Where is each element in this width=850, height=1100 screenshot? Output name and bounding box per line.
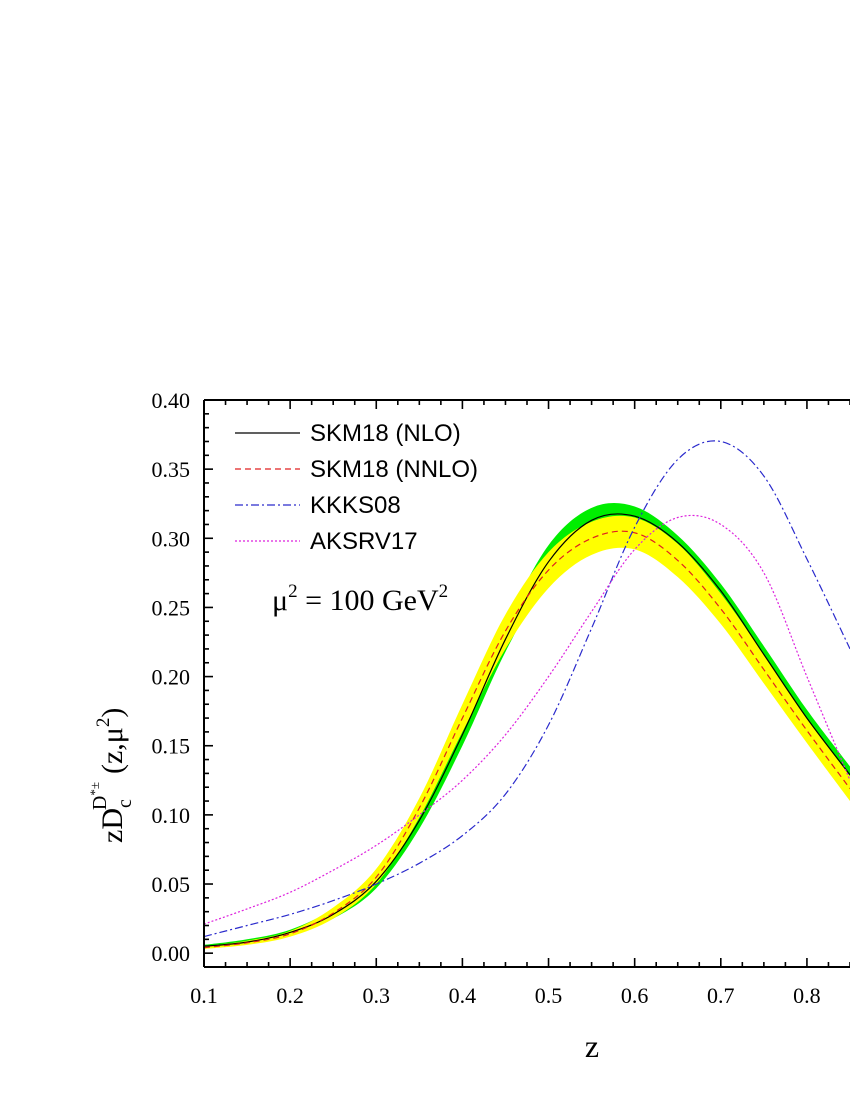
annotation-rest: = 100 GeV <box>298 584 439 617</box>
y-tick-label: 0.25 <box>152 595 191 620</box>
ylabel-sup-main: D <box>89 796 111 810</box>
ylabel-args-sup: 2 <box>93 718 114 728</box>
series-line-aksrv17 <box>204 514 850 925</box>
annotation-mu: μ <box>272 584 288 617</box>
x-tick-label: 0.4 <box>449 983 477 1008</box>
x-tick-label: 0.1 <box>190 983 218 1008</box>
uncertainty-bands <box>204 503 850 949</box>
ylabel-sup-star: *± <box>87 782 102 796</box>
ylabel-args-end: ) <box>96 708 129 718</box>
series-lines <box>204 440 850 949</box>
ylabel-prefix: zD <box>96 808 129 843</box>
series-line-skm18-nlo <box>204 513 850 947</box>
band-skm18-nlo-uncertainty <box>204 503 850 948</box>
y-axis-label: zDcD*± (z,μ2) <box>87 708 136 843</box>
legend: SKM18 (NLO) SKM18 (NNLO) KKKS08 AKSRV17 <box>235 420 478 555</box>
x-tick-label: 0.3 <box>363 983 391 1008</box>
y-tick-label: 0.40 <box>152 388 191 413</box>
legend-label-kkks08: KKKS08 <box>310 492 401 519</box>
x-axis-label: z <box>585 1028 599 1064</box>
ylabel-args: (z,μ <box>96 727 129 774</box>
y-tick-label: 0.30 <box>152 526 191 551</box>
x-tick-label: 0.8 <box>793 983 821 1008</box>
svg-text:zDcD*±(z,μ2): zDcD*± (z,μ2) <box>87 708 136 843</box>
x-tick-label: 0.6 <box>621 983 649 1008</box>
tick-labels: 0.1 0.2 0.3 0.4 0.5 0.6 0.7 0.8 0.00 0.05 0.10 0.15… <box>152 388 821 1008</box>
y-tick-label: 0.20 <box>152 665 191 690</box>
x-tick-label: 0.2 <box>276 983 304 1008</box>
y-tick-label: 0.35 <box>152 457 191 482</box>
x-tick-label: 0.5 <box>535 983 563 1008</box>
legend-label-skm18-nlo: SKM18 (NLO) <box>310 420 461 447</box>
ylabel-sub: c <box>114 799 136 808</box>
series-line-skm18-nnlo <box>204 530 850 949</box>
axis-ticks <box>203 399 850 967</box>
legend-label-aksrv17: AKSRV17 <box>310 528 418 555</box>
y-tick-label: 0.10 <box>152 803 191 828</box>
series-line-kkks08 <box>204 440 850 938</box>
y-tick-label: 0.15 <box>152 734 191 759</box>
legend-label-skm18-nnlo: SKM18 (NNLO) <box>310 456 478 483</box>
y-tick-label: 0.05 <box>152 872 191 897</box>
y-tick-label: 0.00 <box>152 941 191 966</box>
annotation-unit-sup: 2 <box>439 581 449 602</box>
annotation-mu-sup: 2 <box>288 581 298 602</box>
band-skm18-nnlo-uncertainty <box>204 515 850 949</box>
scale-annotation: μ2 = 100 GeV2 <box>272 581 448 617</box>
x-tick-label: 0.7 <box>707 983 735 1008</box>
